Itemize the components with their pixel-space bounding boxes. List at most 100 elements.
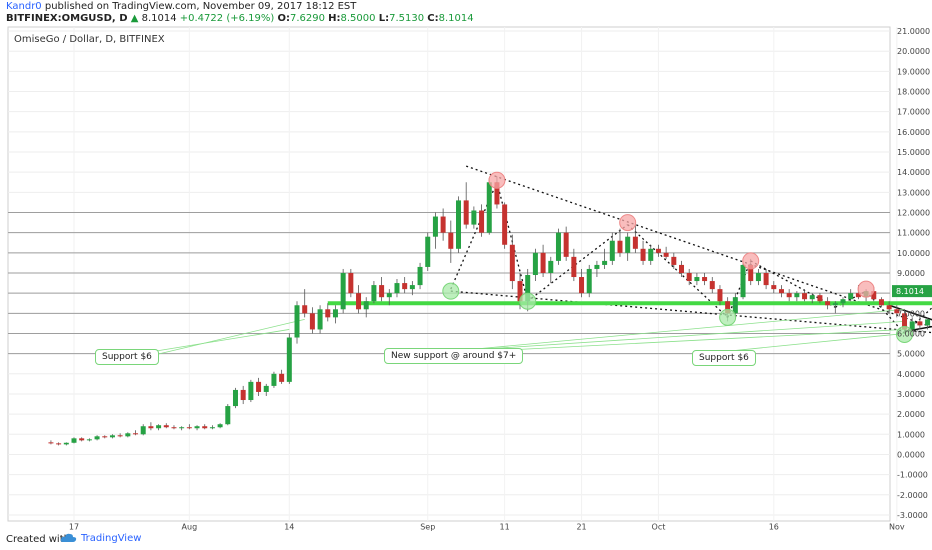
candle-body (140, 426, 146, 435)
candle-body (125, 433, 131, 437)
annotation-leader (464, 308, 905, 351)
candle-body (878, 299, 884, 306)
candle-body (363, 301, 369, 310)
candle-body (848, 293, 854, 300)
candle-body (325, 309, 331, 318)
candle-body (871, 291, 877, 300)
candle-body (348, 272, 354, 294)
candle-body (732, 297, 738, 314)
y-tick-label: 1.0000 (897, 430, 925, 439)
annotation-leader (149, 318, 305, 357)
candle-body (471, 210, 477, 225)
candle-body (640, 248, 646, 261)
candle-body (702, 277, 708, 282)
low-label: L: (378, 13, 390, 24)
candles-layer (48, 176, 931, 446)
candle-body (440, 216, 446, 233)
candle-body (886, 305, 892, 310)
candle-body (909, 321, 915, 330)
candle-body (186, 427, 192, 429)
candle-body (571, 256, 577, 278)
candle-body (409, 285, 415, 290)
candle-body (117, 435, 123, 437)
x-axis[interactable]: 17Aug14Sep1121Oct16Nov13Dec (69, 523, 932, 532)
candle-body (63, 442, 69, 445)
close-value: 8.1014 (438, 13, 474, 24)
x-tick-label: 21 (576, 523, 586, 532)
x-tick-label: Oct (652, 523, 666, 532)
up-arrow-icon: ▲ (130, 13, 139, 24)
symbol-label: BITFINEX:OMGUSD, D (6, 13, 128, 24)
candle-body (286, 337, 292, 382)
candle-body (163, 425, 169, 428)
candle-body (271, 373, 277, 386)
candle-body (179, 427, 185, 429)
candle-body (725, 301, 731, 314)
candle-body (79, 438, 85, 441)
candle-body (463, 200, 469, 225)
candle-body (686, 272, 692, 282)
candle-body (232, 389, 238, 407)
y-tick-label: 9.0000 (897, 269, 925, 278)
candle-body (917, 321, 923, 326)
annotation-leader (149, 329, 290, 353)
y-tick-label: 16.0000 (897, 128, 930, 137)
y-tick-label: 7.0000 (897, 309, 925, 318)
candle-body (86, 439, 92, 441)
candle-body (671, 256, 677, 265)
y-tick-label: 21.0000 (897, 27, 930, 36)
annotation-leader (469, 320, 905, 351)
candle-body (171, 427, 177, 429)
candle-body (740, 264, 746, 298)
candle-body (340, 272, 346, 310)
y-axis[interactable]: 21.0000 20.0000 19.0000 18.0000 17.0000 16.00… (892, 27, 932, 520)
candle-body (548, 260, 554, 273)
y-tick-label: 11.0000 (897, 229, 930, 238)
candle-body (494, 182, 500, 205)
candle-body (894, 309, 900, 314)
high-value: 8.5000 (340, 13, 376, 24)
x-tick-label: 16 (769, 523, 779, 532)
candle-body (448, 232, 454, 249)
candle-body (786, 293, 792, 298)
candle-body (502, 204, 508, 245)
candle-body (855, 293, 861, 298)
chart-title: OmiseGo / Dollar, D, BITFINEX (14, 34, 165, 45)
candle-body (748, 264, 754, 282)
candle-body (386, 293, 392, 298)
candle-body (432, 216, 438, 237)
annotation-leader (719, 333, 905, 353)
candle-body (479, 210, 485, 233)
candle-body (563, 232, 569, 257)
trough-marker (896, 325, 914, 343)
candle-body (832, 303, 838, 306)
y-tick-label: 13.0000 (897, 188, 930, 197)
candle-body (417, 266, 423, 286)
close-label: C: (427, 13, 439, 24)
zigzag-segment (904, 306, 932, 334)
trough-marker (442, 282, 460, 300)
candle-body (632, 236, 638, 249)
candle-body (94, 436, 100, 440)
candle-body (825, 301, 831, 306)
publish-line: Kandr0 published on TradingView.com, Nov… (6, 1, 356, 12)
zigzag-segment (727, 260, 752, 318)
candle-body (302, 305, 308, 314)
tradingview-logo[interactable]: TradingView (60, 532, 141, 544)
x-tick-label: Aug (182, 523, 198, 532)
y-tick-label: 6.0000 (897, 329, 925, 338)
candle-body (209, 427, 215, 429)
candle-body (778, 289, 784, 294)
x-tick-label: 17 (69, 523, 79, 532)
annotation-new-support: New support @ around $7+ (384, 348, 524, 364)
tradingview-brand: TradingView (81, 532, 142, 544)
y-tick-label: -3.0000 (897, 511, 928, 520)
candle-body (294, 305, 300, 338)
low-value: 7.5130 (389, 13, 425, 24)
author-link[interactable]: Kandr0 (6, 1, 42, 12)
candle-body (48, 442, 54, 444)
candle-body (71, 438, 77, 443)
candle-body (532, 252, 538, 276)
published-text: published on TradingView.com, November 0… (44, 1, 357, 12)
